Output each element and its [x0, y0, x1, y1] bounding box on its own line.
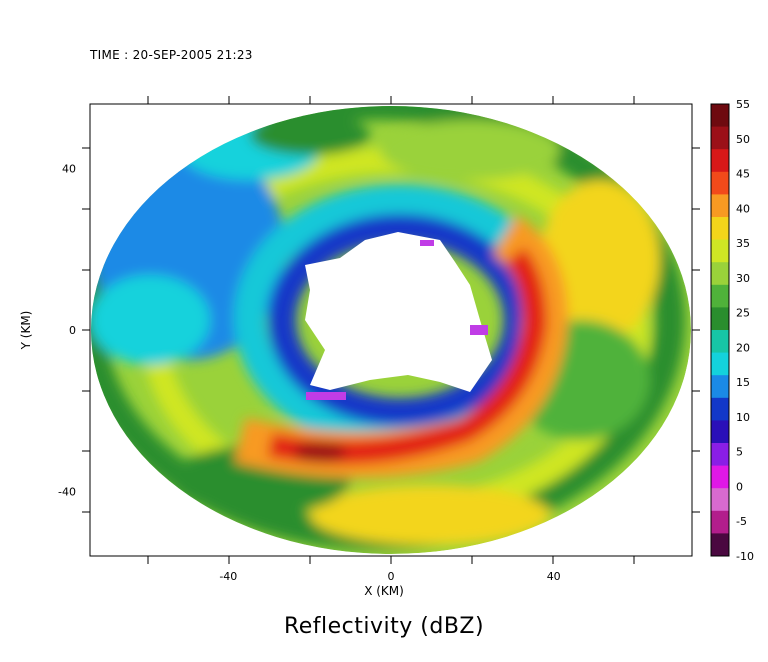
y-axis-label: Y (KM)	[19, 310, 33, 350]
y-tick-label: -40	[58, 485, 76, 498]
x-axis-label: X (KM)	[364, 584, 404, 598]
y-axis	[82, 147, 700, 513]
colorbar-tick-label: 15	[736, 376, 750, 389]
colorbar-tick-label: 5	[736, 446, 743, 459]
chart-title: Reflectivity (dBZ)	[283, 614, 485, 639]
colorbar-tick-label: 20	[736, 341, 750, 354]
x-tick-label: 40	[547, 570, 561, 583]
colorbar-segment	[711, 533, 729, 557]
colorbar-frame	[710, 103, 730, 557]
colorbar-tick-label: 50	[736, 133, 750, 146]
colorbar-segment	[711, 465, 729, 489]
colorbar-segment	[711, 284, 729, 308]
colorbar-tick-label: -5	[736, 515, 747, 528]
colorbar-segment	[711, 126, 729, 150]
colorbar-segment	[711, 420, 729, 444]
colorbar-segment	[711, 375, 729, 399]
colorbar-tick-label: 55	[736, 98, 750, 111]
colorbar-segment	[711, 262, 729, 286]
colorbar-segment	[711, 488, 729, 512]
colorbar-segment	[711, 239, 729, 263]
time-label: TIME : 20-SEP-2005 21:23	[90, 48, 253, 62]
colorbar-tick-label: 35	[736, 237, 750, 250]
colorbar-tick-label: 0	[736, 480, 743, 493]
colorbar-segment	[711, 149, 729, 173]
y-tick-label: 40	[62, 163, 76, 176]
colorbar-tick-label: 45	[736, 168, 750, 181]
colorbar-tick-label: 40	[736, 202, 750, 215]
x-tick-label: -40	[219, 570, 237, 583]
y-tick-label: 0	[69, 324, 76, 337]
colorbar-segment	[711, 217, 729, 241]
colorbar-tick-label: 30	[736, 272, 750, 285]
colorbar-segment	[711, 307, 729, 331]
colorbar-tick-label: -10	[736, 550, 754, 563]
colorbar-tick-label: 10	[736, 411, 750, 424]
reflectivity-field	[91, 106, 691, 554]
colorbar-segment	[711, 510, 729, 534]
colorbar-segment	[711, 171, 729, 195]
colorbar-segment	[711, 330, 729, 354]
colorbar-segment	[711, 443, 729, 467]
colorbar-tick-label: 25	[736, 307, 750, 320]
eye-region	[305, 232, 492, 392]
x-tick-label: 0	[388, 570, 395, 583]
colorbar-segment	[711, 397, 729, 421]
colorbar-segment	[711, 104, 729, 128]
colorbar-segment	[711, 194, 729, 218]
x-axis	[147, 96, 635, 564]
colorbar-segment	[711, 352, 729, 376]
